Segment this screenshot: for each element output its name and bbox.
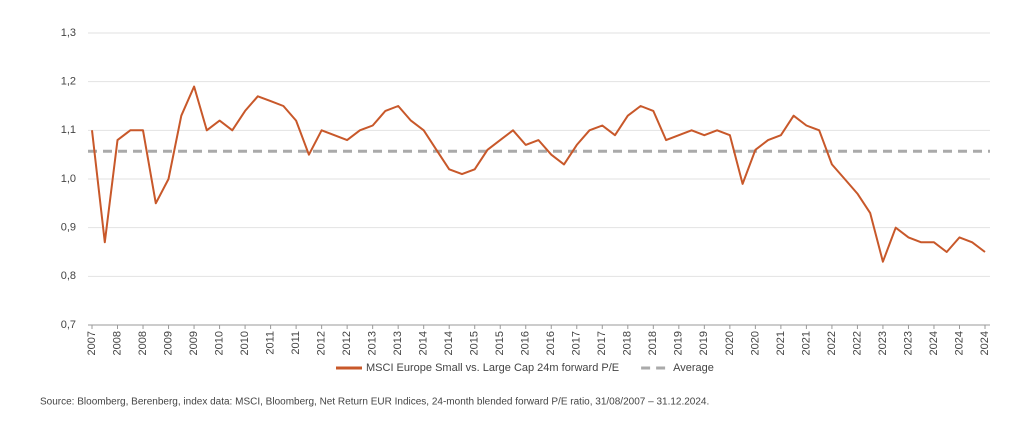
- x-tick-label: 2022: [851, 331, 863, 355]
- x-tick-label: 2021: [800, 331, 812, 355]
- x-tick-label: 2011: [290, 331, 302, 355]
- x-tick-label: 2020: [749, 331, 761, 355]
- x-tick-label: 2024: [953, 331, 965, 355]
- x-tick-label: 2019: [698, 331, 710, 355]
- x-tick-label: 2010: [213, 331, 225, 355]
- x-tick-label: 2008: [111, 331, 123, 355]
- source-note: Source: Bloomberg, Berenberg, index data…: [40, 397, 709, 408]
- x-tick-label: 2018: [647, 331, 659, 355]
- x-tick-label: 2015: [469, 331, 481, 355]
- x-tick-label: 2012: [316, 331, 328, 355]
- x-tick-label: 2021: [775, 331, 787, 355]
- y-tick-label: 1,0: [61, 173, 76, 185]
- y-tick-label: 1,3: [61, 27, 76, 39]
- legend-label: Average: [673, 362, 714, 374]
- x-tick-label: 2014: [418, 331, 430, 355]
- x-tick-label: 2017: [596, 331, 608, 355]
- x-tick-label: 2009: [188, 331, 200, 355]
- y-tick-label: 0,7: [61, 319, 76, 331]
- x-tick-label: 2012: [341, 331, 353, 355]
- x-tick-label: 2019: [673, 331, 685, 355]
- x-tick-label: 2024: [979, 331, 991, 355]
- y-tick-label: 1,2: [61, 76, 76, 88]
- x-tick-label: 2017: [571, 331, 583, 355]
- x-tick-label: 2020: [724, 331, 736, 355]
- x-tick-label: 2013: [392, 331, 404, 355]
- y-tick-label: 1,1: [61, 124, 76, 136]
- x-tick-label: 2022: [826, 331, 838, 355]
- x-tick-label: 2016: [545, 331, 557, 355]
- x-tick-label: 2008: [137, 331, 149, 355]
- x-tick-label: 2007: [86, 331, 98, 355]
- y-tick-label: 0,8: [61, 270, 76, 282]
- x-tick-label: 2011: [265, 331, 277, 355]
- series-line: [91, 85, 986, 263]
- x-tick-label: 2014: [443, 331, 455, 355]
- x-tick-label: 2010: [239, 331, 251, 355]
- x-tick-label: 2015: [494, 331, 506, 355]
- y-tick-label: 0,9: [61, 222, 76, 234]
- x-tick-label: 2024: [928, 331, 940, 355]
- x-tick-label: 2018: [622, 331, 634, 355]
- x-tick-label: 2013: [367, 331, 379, 355]
- x-tick-label: 2009: [162, 331, 174, 355]
- x-tick-label: 2023: [902, 331, 914, 355]
- x-tick-label: 2016: [520, 331, 532, 355]
- legend-label: MSCI Europe Small vs. Large Cap 24m forw…: [366, 362, 619, 374]
- x-tick-label: 2023: [877, 331, 889, 355]
